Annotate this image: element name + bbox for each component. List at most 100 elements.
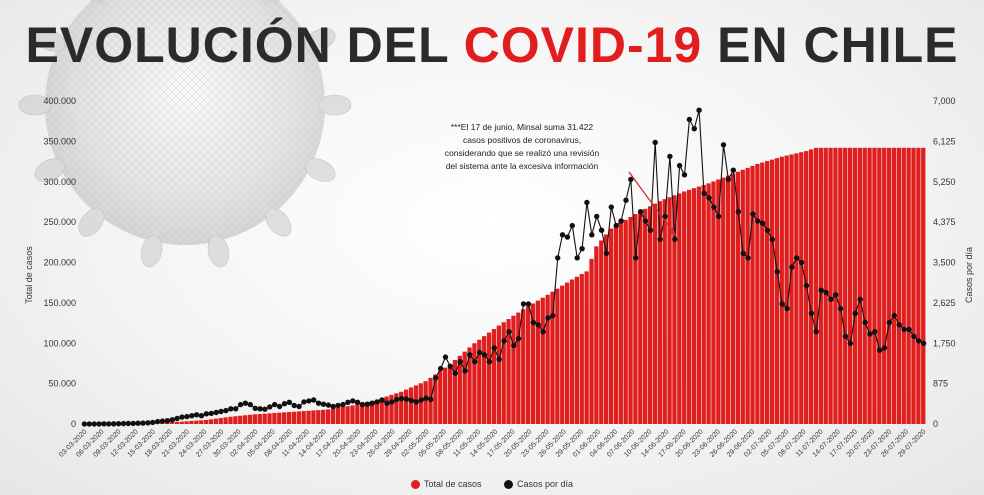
daily-point (223, 407, 229, 414)
bar-total (682, 191, 687, 424)
bar-total (306, 410, 311, 424)
bar-total (423, 381, 428, 424)
bar-total (701, 184, 706, 424)
bar-total (282, 412, 287, 424)
daily-point (920, 340, 927, 346)
bar-total (530, 303, 536, 424)
bar-total (252, 414, 258, 424)
bar-total (203, 419, 209, 424)
daily-point (437, 365, 444, 372)
daily-point (730, 167, 736, 173)
daily-point (501, 338, 507, 344)
daily-point (813, 329, 819, 335)
bar-total (345, 406, 350, 424)
bar-total (233, 416, 238, 424)
bar-total (847, 147, 853, 424)
daily-point (564, 234, 571, 240)
bar-total (828, 147, 833, 424)
daily-point (301, 399, 307, 405)
daily-point (403, 396, 410, 402)
bar-total (662, 199, 667, 424)
daily-point (394, 396, 400, 403)
daily-point (330, 403, 336, 410)
bar-total (594, 246, 599, 424)
bar-total (686, 189, 692, 424)
bar-total (833, 147, 838, 424)
bar-total (350, 405, 355, 424)
bar-total (652, 203, 658, 424)
daily-point (340, 401, 346, 408)
bar-total (169, 422, 175, 424)
y-tick-label: 200.000 (43, 258, 76, 268)
daily-point (140, 420, 146, 426)
bar-total (316, 410, 321, 424)
bar-total (174, 421, 179, 424)
bar-total (247, 414, 253, 424)
daily-point (311, 397, 317, 403)
bar-total (438, 371, 443, 424)
daily-point (657, 236, 663, 243)
legend-swatch-total (410, 479, 420, 489)
daily-point (716, 213, 722, 220)
y-tick-label: 250.000 (43, 217, 76, 227)
y-tick-label: 0 (71, 419, 76, 429)
daily-point (608, 204, 614, 210)
bar-total (647, 206, 653, 424)
daily-point (291, 402, 297, 409)
daily-point (803, 282, 810, 289)
legend-label-total: Total de casos (423, 478, 482, 489)
y2-tick-label: 5,250 (933, 177, 956, 187)
right-axis-ticks: 0 875 1,750 2,625 3,500 4,375 5,250 6,125 7,000 (933, 96, 956, 429)
daily-point (520, 301, 527, 307)
bar-total (896, 147, 902, 424)
bar-total (384, 396, 389, 424)
bar-total (628, 216, 633, 424)
daily-point (433, 375, 439, 381)
daily-point (198, 413, 205, 419)
bar-total (750, 165, 755, 425)
bar-total (477, 339, 482, 424)
bar-total (882, 147, 887, 424)
annotation: ***El 17 de junio, Minsal suma 31.422 cas… (445, 122, 600, 171)
bar-total (906, 147, 911, 424)
bar-total (555, 288, 560, 424)
bar-total (457, 355, 462, 424)
bar-total (560, 285, 565, 424)
bar-total (721, 177, 726, 424)
bar-total (242, 415, 248, 424)
bar-total (301, 411, 306, 424)
legend-swatch-daily (504, 479, 514, 489)
bar-total (774, 158, 780, 425)
daily-point (145, 420, 151, 426)
annotation-line: ***El 17 de junio, Minsal suma 31.422 (451, 122, 593, 132)
daily-point (764, 227, 771, 233)
daily-point (169, 417, 175, 423)
daily-point (296, 403, 302, 410)
bar-total (862, 147, 867, 424)
daily-point (320, 401, 327, 407)
bar-total (238, 415, 243, 424)
daily-point (413, 399, 419, 405)
virus-spike (262, 0, 273, 7)
bar-total (799, 152, 804, 424)
daily-point (491, 345, 497, 351)
bar-total (779, 156, 784, 424)
bar-total (564, 282, 570, 424)
daily-point (257, 406, 263, 412)
bar-total (374, 399, 379, 424)
daily-point (901, 326, 907, 333)
bar-total (604, 234, 609, 424)
bar-total (447, 364, 453, 424)
left-axis-ticks: 0 50.000 100.000 150.000 200.000 250.000 300.0… (43, 96, 76, 429)
y2-tick-label: 3,500 (933, 258, 956, 268)
bar-total (369, 400, 375, 424)
bar-total (916, 147, 921, 424)
daily-point (916, 338, 922, 344)
bar-total (691, 188, 697, 424)
bar-total (399, 391, 404, 424)
bar-total (257, 413, 262, 424)
virus-spike-tip (140, 235, 163, 268)
bar-total (340, 407, 345, 424)
daily-point (696, 107, 702, 113)
